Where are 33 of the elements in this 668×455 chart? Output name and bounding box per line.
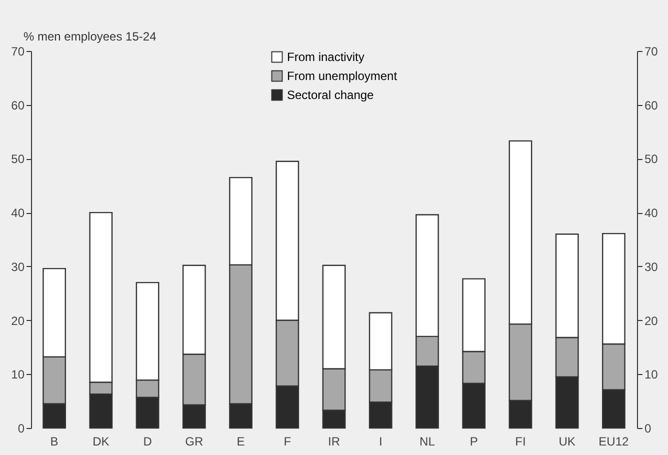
x-tick-label: DK (92, 434, 110, 448)
y-axis-title: % men employees 15-24 (24, 30, 157, 44)
legend-label: Sectoral change (287, 88, 374, 102)
y-tick-label: 40 (11, 206, 25, 220)
y-tick-label: 50 (11, 152, 25, 166)
legend-label: From unemployment (287, 69, 398, 83)
y2-tick-label: 50 (644, 152, 658, 166)
y-tick-label: 70 (11, 44, 25, 58)
x-tick-label: B (50, 434, 58, 448)
y2-tick-label: 10 (644, 368, 658, 382)
x-tick-label: NL (420, 434, 436, 448)
y-tick-label: 20 (11, 314, 25, 328)
x-tick-label: GR (185, 434, 204, 448)
y-tick-label: 60 (11, 98, 25, 112)
y2-tick-label: 0 (644, 422, 652, 436)
y-tick-label: 0 (18, 422, 25, 436)
y2-tick-label: 30 (644, 260, 658, 274)
y2-tick-label: 70 (644, 44, 658, 58)
x-tick-label: F (284, 434, 292, 448)
x-tick-label: IR (328, 434, 340, 448)
y-tick-label: 10 (11, 368, 25, 382)
y-tick-label: 30 (11, 260, 25, 274)
x-tick-label: FI (515, 434, 526, 448)
y2-tick-label: 20 (644, 314, 658, 328)
legend-label: From inactivity (287, 50, 364, 64)
x-tick-label: EU12 (598, 434, 630, 448)
x-tick-label: E (236, 434, 245, 448)
x-tick-label: UK (558, 434, 576, 448)
x-tick-label: I (378, 434, 382, 448)
y2-tick-label: 60 (644, 98, 658, 112)
y2-tick-label: 40 (644, 206, 658, 220)
x-tick-label: D (143, 434, 152, 448)
x-tick-label: P (470, 434, 478, 448)
